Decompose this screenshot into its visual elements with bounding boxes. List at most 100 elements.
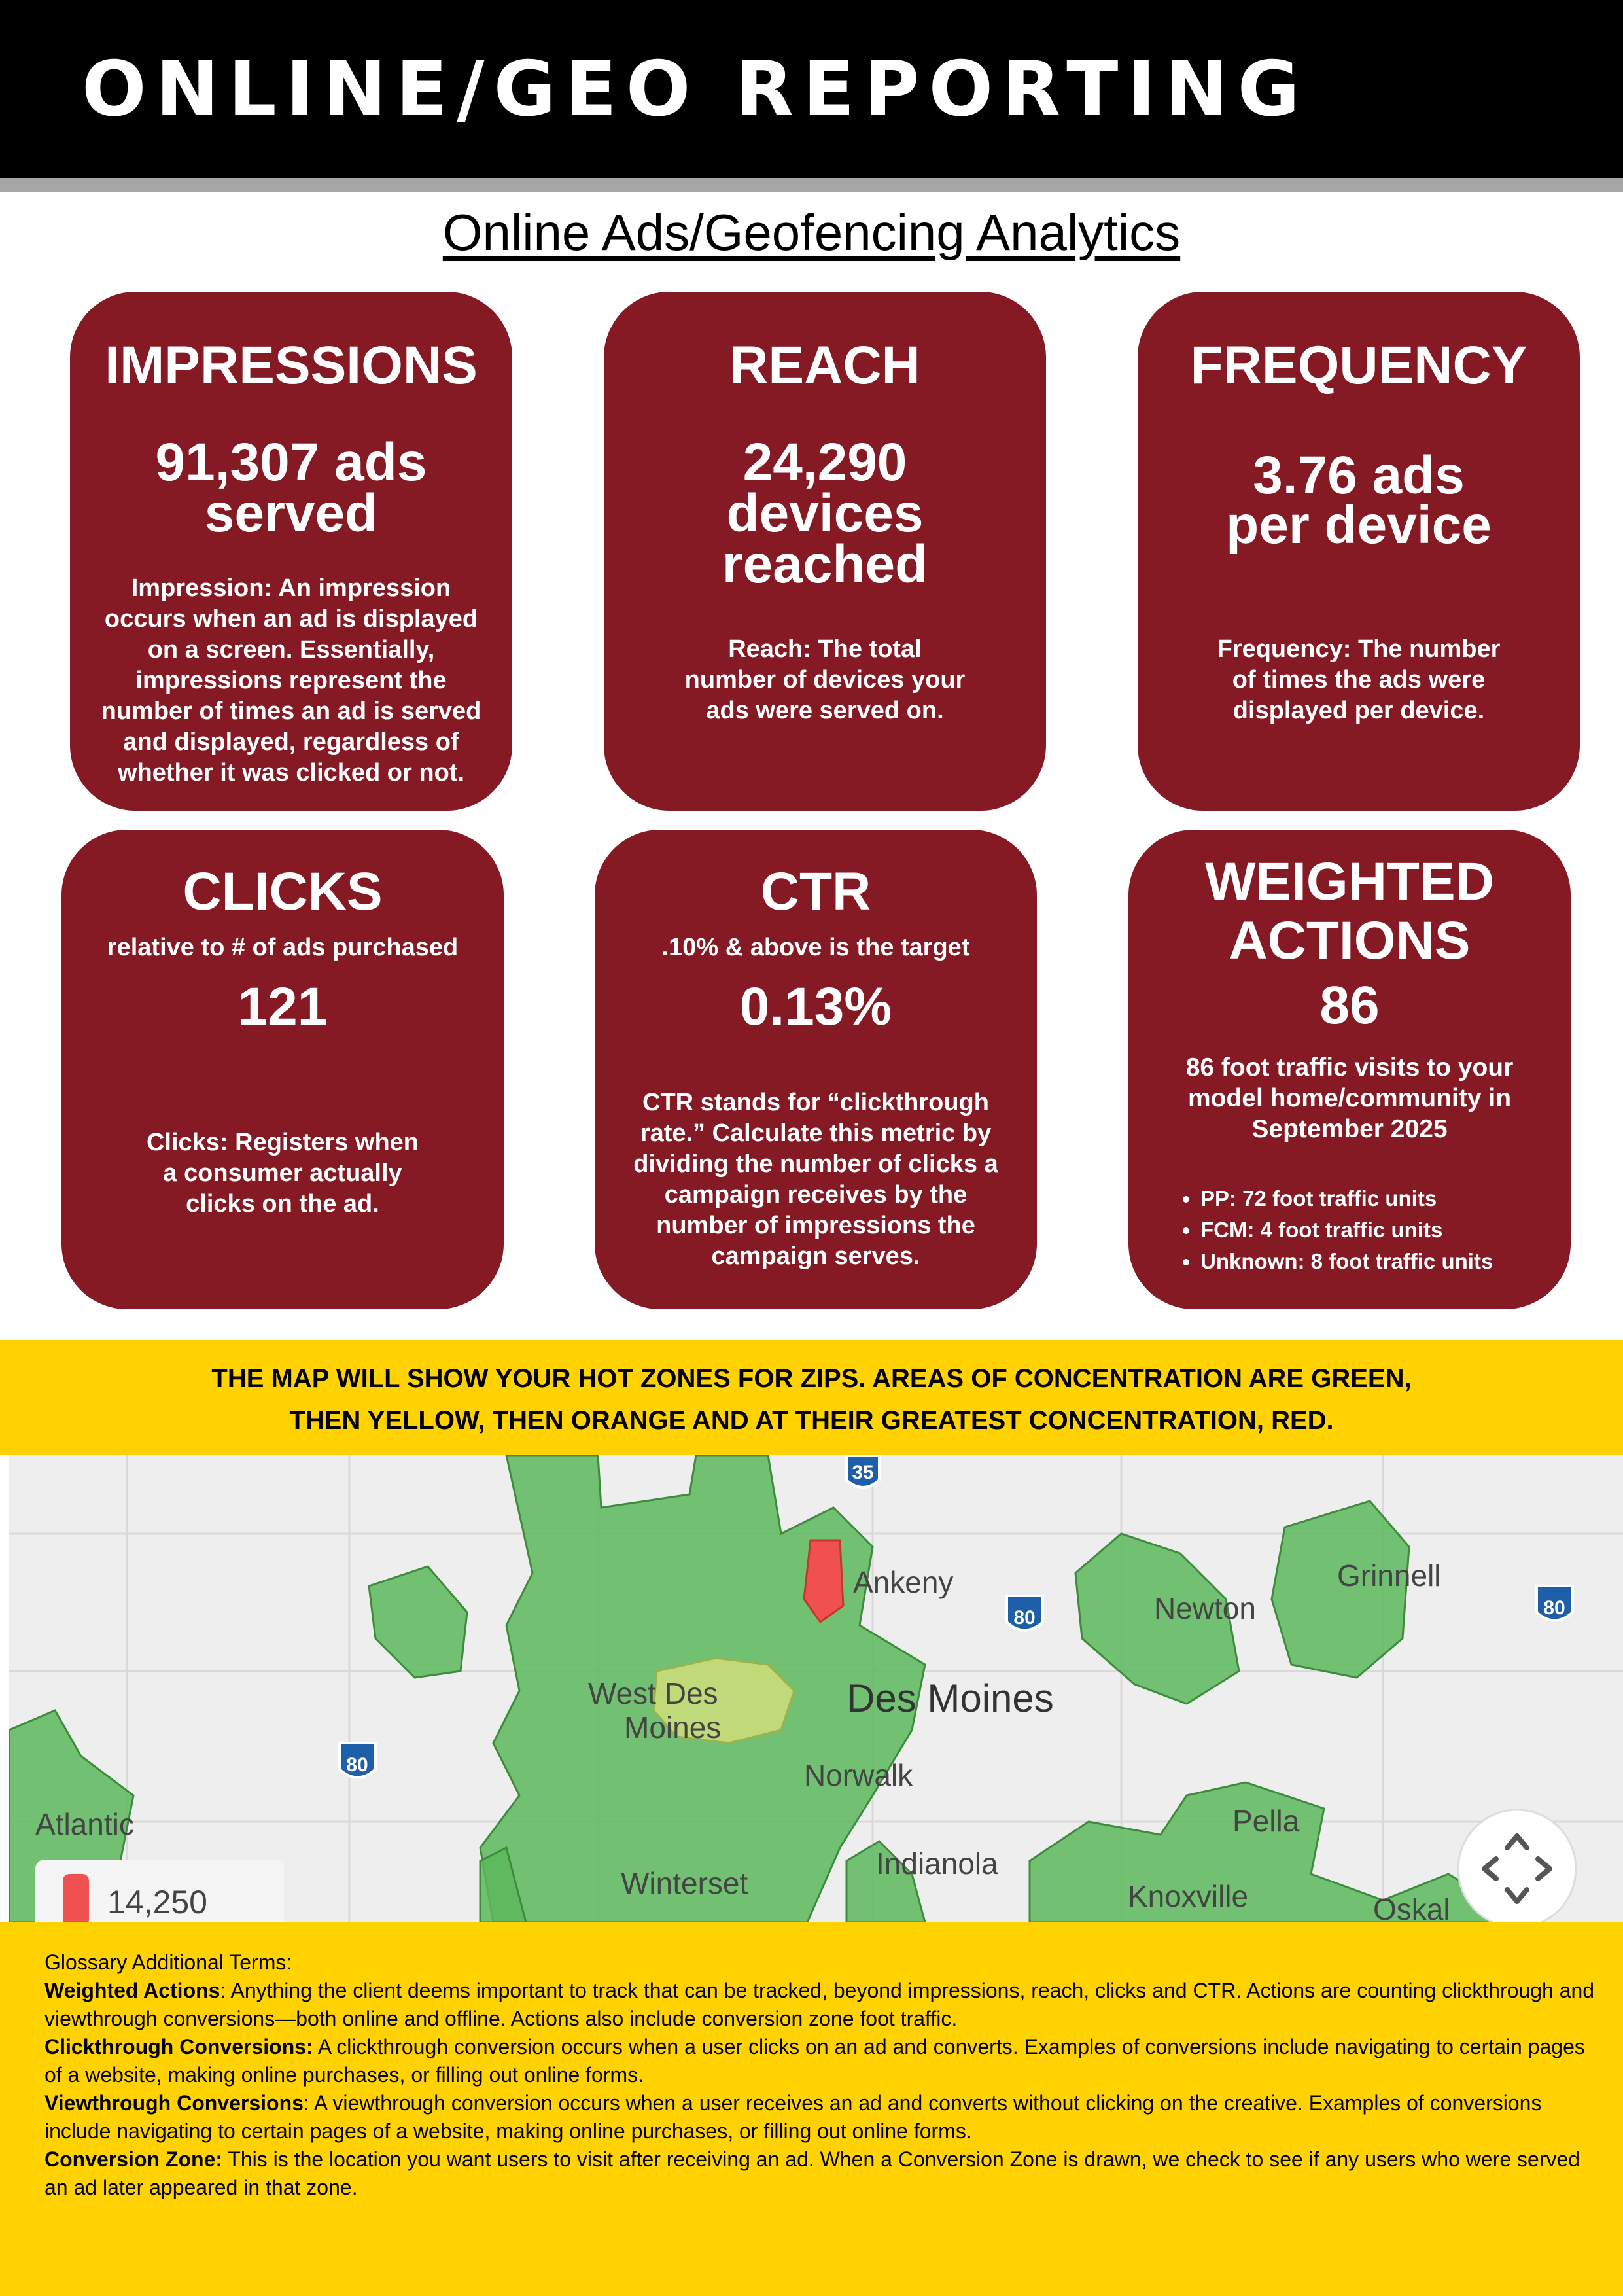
glossary-band — [0, 1922, 1623, 2296]
reach-value-line3: reached — [722, 535, 928, 594]
reach-description: Reach: The total number of devices your … — [623, 634, 1026, 726]
city-label: Norwalk — [804, 1758, 913, 1792]
glossary-term: Weighted Actions — [44, 1979, 220, 2002]
frequency-title: FREQUENCY — [1190, 336, 1527, 395]
reach-value-line2: devices — [726, 484, 924, 543]
map-notice: THE MAP WILL SHOW YOUR HOT ZONES FOR ZIP… — [0, 1358, 1623, 1441]
glossary-term: Conversion Zone: — [44, 2147, 223, 2171]
city-label: Oskal — [1373, 1892, 1450, 1922]
notice-line: THEN YELLOW, THEN ORANGE AND AT THEIR GR… — [289, 1406, 1334, 1435]
desc-line: Reach: The total — [728, 635, 922, 663]
desc-line: whether it was clicked or not. — [117, 759, 464, 786]
desc-line: displayed per device. — [1232, 697, 1485, 724]
glossary-definition: A clickthrough conversion occurs when a … — [44, 2035, 1585, 2087]
desc-line: ads were served on. — [706, 697, 944, 724]
ctr-card: CTR .10% & above is the target 0.13% CTR… — [595, 830, 1037, 1309]
city-label: Winterset — [621, 1866, 748, 1900]
reach-title: REACH — [729, 336, 920, 395]
reach-value-line1: 24,290 — [742, 433, 907, 492]
desc-line: CTR stands for “clickthrough — [642, 1089, 989, 1116]
weighted-value: 86 — [1319, 976, 1380, 1035]
desc-line: and displayed, regardless of — [123, 728, 459, 756]
city-label: Indianola — [876, 1846, 998, 1881]
notice-line: THE MAP WILL SHOW YOUR HOT ZONES FOR ZIP… — [211, 1364, 1412, 1393]
heat-map[interactable]: 35 80 80 80 Ankeny Newton Grinnell West … — [9, 1455, 1623, 1922]
interstate-80-shield-2: 80 — [1535, 1585, 1574, 1622]
impressions-value-line2: served — [204, 484, 378, 543]
ctr-value: 0.13% — [739, 977, 892, 1036]
list-item: Unknown: 8 foot traffic units — [1200, 1246, 1493, 1277]
desc-line: dividing the number of clicks a — [633, 1150, 998, 1178]
impressions-title: IMPRESSIONS — [105, 336, 478, 395]
desc-line: number of times an ad is served — [101, 698, 481, 725]
glossary-term: Viewthrough Conversions — [44, 2091, 304, 2115]
highway-label: 80 — [1543, 1597, 1565, 1619]
list-item: PP: 72 foot traffic units — [1200, 1183, 1493, 1214]
map-notice-band — [0, 1340, 1623, 1455]
desc-line: on a screen. Essentially, — [147, 636, 435, 663]
weighted-title-line2: ACTIONS — [1229, 911, 1471, 970]
frequency-value-line2: per device — [1226, 495, 1492, 555]
glossary-heading: Glossary Additional Terms: — [44, 1951, 292, 1974]
frequency-card: FREQUENCY 3.76 ads per device Frequency:… — [1138, 292, 1580, 811]
desc-line: a consumer actually — [163, 1159, 402, 1187]
desc-line: impressions represent the — [135, 667, 447, 694]
impressions-description: Impression: An impression occurs when an… — [90, 573, 493, 788]
desc-line: Frequency: The number — [1217, 635, 1501, 663]
city-labels: Ankeny Newton Grinnell West Des Moines D… — [35, 1559, 1450, 1922]
glossary-definition: : A viewthrough conversion occurs when a… — [44, 2091, 1542, 2143]
weighted-actions-card: WEIGHTED ACTIONS 86 86 foot traffic visi… — [1128, 830, 1571, 1309]
desc-line: clicks on the ad. — [186, 1190, 379, 1218]
desc-line: number of devices your — [684, 666, 966, 694]
weighted-breakdown-list: PP: 72 foot traffic units FCM: 4 foot tr… — [1181, 1183, 1493, 1277]
impressions-card: IMPRESSIONS 91,307 ads served Impression… — [70, 292, 512, 811]
highway-label: 80 — [1013, 1607, 1035, 1629]
city-label: West Des — [588, 1676, 718, 1710]
clicks-title: CLICKS — [183, 862, 383, 921]
desc-line: Clicks: Registers when — [146, 1129, 419, 1156]
interstate-80-shield-3: 80 — [338, 1742, 377, 1779]
highway-label: 35 — [852, 1462, 873, 1483]
page-title: ONLINE/GEO REPORTING — [82, 45, 1309, 133]
city-label: Ankeny — [853, 1565, 953, 1599]
glossary-clickthrough-conversions: Clickthrough Conversions: A clickthrough… — [44, 2033, 1601, 2089]
clicks-description: Clicks: Registers when a consumer actual… — [81, 1127, 484, 1220]
legend-value: 14,250 — [107, 1884, 207, 1920]
clicks-card: CLICKS relative to # of ads purchased 12… — [61, 830, 504, 1309]
fullscreen-icon[interactable] — [1457, 1809, 1577, 1922]
heat-map-canvas: 35 80 80 80 Ankeny Newton Grinnell West … — [9, 1455, 1623, 1922]
clicks-value: 121 — [237, 977, 328, 1036]
interstate-80-shield-1: 80 — [1005, 1595, 1044, 1632]
desc-line: of times the ads were — [1232, 666, 1486, 694]
ctr-title: CTR — [760, 862, 871, 921]
frequency-description: Frequency: The number of times the ads w… — [1157, 634, 1560, 726]
ctr-description: CTR stands for “clickthrough rate.” Calc… — [614, 1087, 1017, 1272]
desc-line: September 2025 — [1251, 1115, 1448, 1143]
desc-line: number of impressions the — [656, 1212, 975, 1239]
header-banner: ONLINE/GEO REPORTING — [0, 0, 1623, 178]
red-zone — [803, 1539, 845, 1624]
city-label: Pella — [1232, 1804, 1300, 1838]
glossary: Glossary Additional Terms: Weighted Acti… — [44, 1949, 1601, 2202]
desc-line: occurs when an ad is displayed — [104, 605, 478, 633]
glossary-definition: This is the location you want users to v… — [44, 2147, 1580, 2199]
desc-line: Impression: An impression — [131, 574, 451, 602]
city-label: Knoxville — [1128, 1879, 1248, 1913]
weighted-description: 86 foot traffic visits to your model hom… — [1148, 1052, 1551, 1144]
desc-line: 86 foot traffic visits to your — [1185, 1053, 1514, 1082]
list-item: FCM: 4 foot traffic units — [1200, 1214, 1493, 1246]
glossary-conversion-zone: Conversion Zone: This is the location yo… — [44, 2146, 1601, 2202]
ctr-subtitle: .10% & above is the target — [661, 934, 970, 961]
section-subtitle: Online Ads/Geofencing Analytics — [442, 203, 1181, 261]
city-label: Moines — [624, 1710, 721, 1744]
impressions-value-line1: 91,307 ads — [155, 433, 427, 492]
glossary-weighted-actions: Weighted Actions: Anything the client de… — [44, 1977, 1601, 2033]
map-legend: 14,250 — [35, 1860, 284, 1922]
city-label: Atlantic — [35, 1807, 134, 1841]
frequency-value-line1: 3.76 ads — [1253, 446, 1465, 505]
glossary-term: Clickthrough Conversions: — [44, 2035, 313, 2058]
city-label: Newton — [1154, 1591, 1256, 1625]
yellow-zone — [652, 1657, 795, 1744]
weighted-title-line1: WEIGHTED — [1205, 852, 1494, 911]
desc-line: model home/community in — [1187, 1084, 1512, 1112]
